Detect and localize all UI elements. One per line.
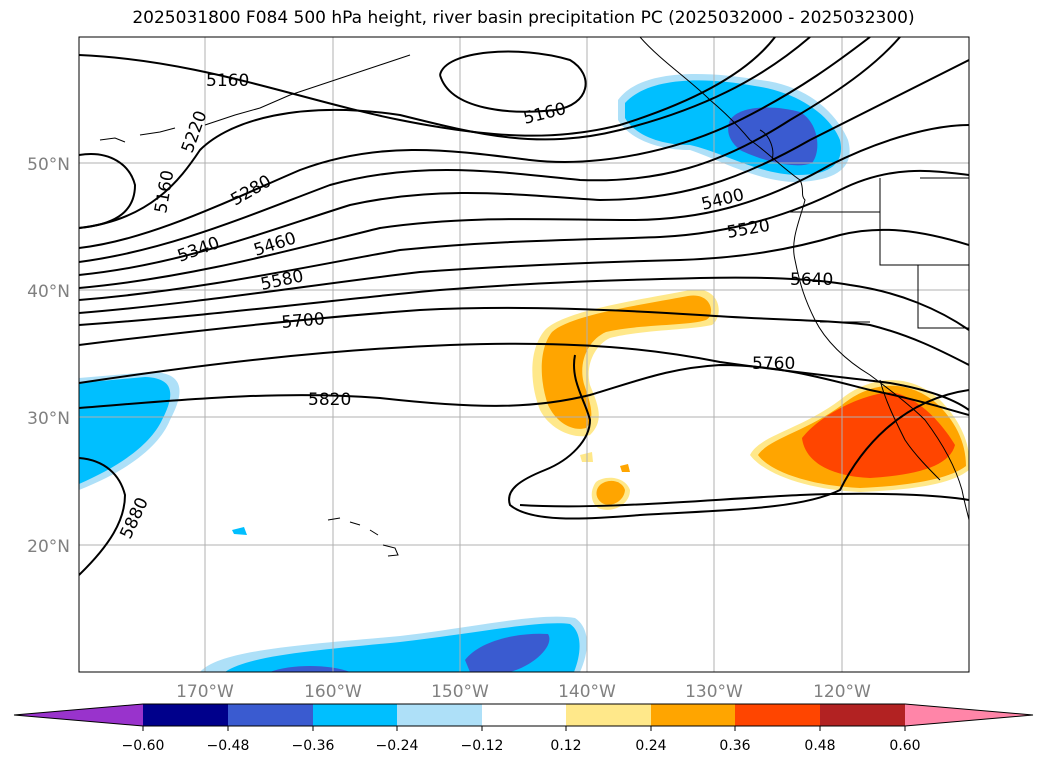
colorbar-bin	[566, 704, 651, 726]
precip-shading	[79, 74, 969, 672]
colorbar-tick-label: −0.48	[207, 738, 250, 754]
contour-label-5760: 5760	[752, 354, 795, 374]
colorbar-bin	[228, 704, 313, 726]
colorbar-tick-label: −0.24	[376, 738, 419, 754]
colorbar-tick-label: −0.36	[292, 738, 335, 754]
contour-label-5280: 5280	[228, 171, 275, 210]
lat-label-50n: 50°N	[27, 155, 70, 175]
latitude-labels: 50°N 40°N 30°N 20°N	[27, 155, 70, 557]
lat-label-40n: 40°N	[27, 282, 70, 302]
contour-label-5460: 5460	[251, 228, 298, 260]
height-contours	[79, 37, 969, 576]
colorbar: −0.60 −0.48 −0.36 −0.24 −0.12 0.12 0.24 …	[13, 703, 1034, 754]
plot-frame	[78, 36, 970, 673]
contour-label-5160-c: 5160	[151, 169, 178, 215]
colorbar-tick-label: −0.60	[122, 738, 165, 754]
colorbar-bin	[397, 704, 482, 726]
contour-label-5220: 5220	[178, 108, 212, 155]
colorbar-bin	[651, 704, 735, 726]
lon-label-170w: 170°W	[176, 682, 234, 702]
lon-label-120w: 120°W	[813, 682, 871, 702]
colorbar-extend-high	[905, 704, 1033, 726]
longitude-labels: 170°W 160°W 150°W 140°W 130°W 120°W	[176, 682, 871, 702]
contour-label-5160-a: 5160	[206, 71, 249, 91]
colorbar-bin	[482, 704, 566, 726]
lat-label-20n: 20°N	[27, 537, 70, 557]
lat-label-30n: 30°N	[27, 409, 70, 429]
contour-label-5820: 5820	[308, 390, 351, 410]
contour-label-5520: 5520	[725, 216, 771, 243]
contour-label-5640: 5640	[790, 270, 833, 290]
colorbar-tick-label: 0.48	[804, 738, 835, 754]
lon-label-150w: 150°W	[431, 682, 489, 702]
colorbar-tick-label: 0.36	[719, 738, 750, 754]
colorbar-bin	[820, 704, 905, 726]
map-title: 2025031800 F084 500 hPa height, river ba…	[132, 8, 915, 28]
contour-label-5700: 5700	[281, 309, 326, 333]
colorbar-tick-label: 0.12	[550, 738, 581, 754]
lon-label-160w: 160°W	[304, 682, 362, 702]
contour-label-5580: 5580	[259, 266, 305, 295]
colorbar-bin	[735, 704, 820, 726]
coastlines	[99, 37, 969, 557]
contour-label-5880: 5880	[116, 494, 152, 542]
colorbar-extend-low	[14, 704, 143, 726]
graticule	[79, 37, 969, 672]
colorbar-tick-label: −0.12	[461, 738, 504, 754]
colorbar-bin	[143, 704, 228, 726]
colorbar-tick-label: 0.60	[889, 738, 920, 754]
colorbar-bin	[313, 704, 397, 726]
colorbar-tick-label: 0.24	[635, 738, 666, 754]
lon-label-140w: 140°W	[558, 682, 616, 702]
lon-label-130w: 130°W	[685, 682, 743, 702]
contour-label-5160-b: 5160	[521, 99, 568, 129]
